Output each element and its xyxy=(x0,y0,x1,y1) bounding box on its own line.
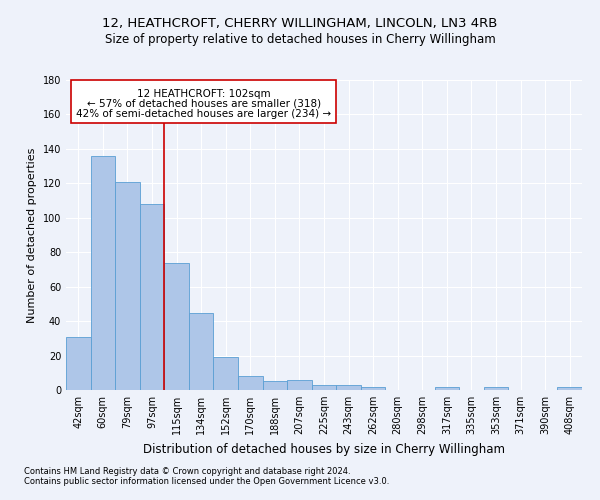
Bar xyxy=(361,386,385,390)
Bar xyxy=(189,312,214,390)
Bar xyxy=(312,385,336,390)
Bar xyxy=(484,386,508,390)
Text: Contains HM Land Registry data © Crown copyright and database right 2024.: Contains HM Land Registry data © Crown c… xyxy=(24,467,350,476)
Bar xyxy=(91,156,115,390)
Bar xyxy=(557,386,582,390)
Text: Contains public sector information licensed under the Open Government Licence v3: Contains public sector information licen… xyxy=(24,477,389,486)
Bar xyxy=(434,386,459,390)
Bar xyxy=(287,380,312,390)
Text: 12, HEATHCROFT, CHERRY WILLINGHAM, LINCOLN, LN3 4RB: 12, HEATHCROFT, CHERRY WILLINGHAM, LINCO… xyxy=(103,18,497,30)
Bar xyxy=(214,358,238,390)
Text: Size of property relative to detached houses in Cherry Willingham: Size of property relative to detached ho… xyxy=(104,32,496,46)
Text: 12 HEATHCROFT: 102sqm: 12 HEATHCROFT: 102sqm xyxy=(137,88,271,99)
Bar xyxy=(66,336,91,390)
Text: 42% of semi-detached houses are larger (234) →: 42% of semi-detached houses are larger (… xyxy=(76,110,331,120)
Text: ← 57% of detached houses are smaller (318): ← 57% of detached houses are smaller (31… xyxy=(86,99,320,109)
Bar xyxy=(140,204,164,390)
Y-axis label: Number of detached properties: Number of detached properties xyxy=(27,148,37,322)
Bar xyxy=(238,376,263,390)
FancyBboxPatch shape xyxy=(71,80,336,123)
Bar xyxy=(336,385,361,390)
X-axis label: Distribution of detached houses by size in Cherry Willingham: Distribution of detached houses by size … xyxy=(143,442,505,456)
Bar xyxy=(115,182,140,390)
Bar xyxy=(263,382,287,390)
Bar xyxy=(164,262,189,390)
